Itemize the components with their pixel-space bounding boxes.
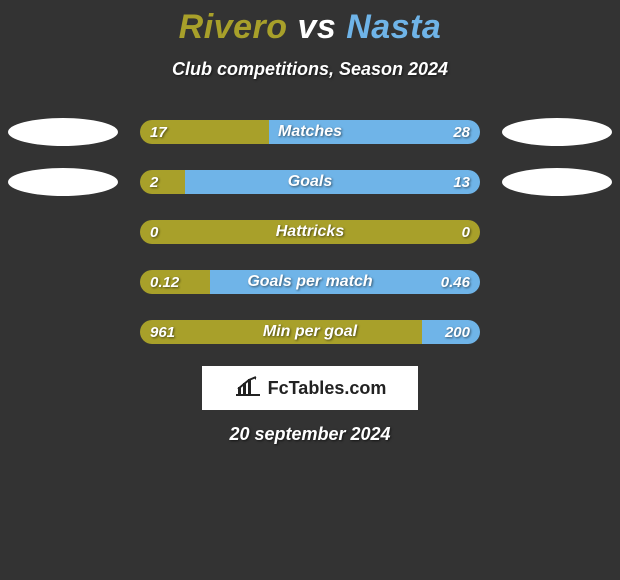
player1-marker xyxy=(8,168,118,196)
player2-marker xyxy=(502,168,612,196)
title-vs: vs xyxy=(297,8,336,46)
player1-marker xyxy=(8,118,118,146)
logo-box: FcTables.com xyxy=(202,366,418,410)
player2-name: Nasta xyxy=(346,8,441,46)
stat-bar: Matches1728 xyxy=(140,120,480,144)
player1-name: Rivero xyxy=(179,8,288,46)
stat-row: Matches1728 xyxy=(0,118,620,146)
stat-bar: Goals per match0.120.46 xyxy=(140,270,480,294)
date: 20 september 2024 xyxy=(0,424,620,445)
bar-right-segment xyxy=(210,270,480,294)
stat-bar: Min per goal961200 xyxy=(140,320,480,344)
bar-left-segment xyxy=(140,220,480,244)
title: Rivero vs Nasta xyxy=(0,8,620,47)
bar-left-segment xyxy=(140,120,269,144)
barchart-icon xyxy=(234,375,262,402)
stat-bar: Goals213 xyxy=(140,170,480,194)
bar-left-segment xyxy=(140,170,185,194)
bar-right-segment xyxy=(185,170,480,194)
stat-row: Goals per match0.120.46 xyxy=(0,268,620,296)
bar-right-segment xyxy=(269,120,480,144)
bar-left-segment xyxy=(140,320,422,344)
bar-right-segment xyxy=(422,320,480,344)
stat-row: Goals213 xyxy=(0,168,620,196)
stat-row: Min per goal961200 xyxy=(0,318,620,346)
stat-row: Hattricks00 xyxy=(0,218,620,246)
subtitle: Club competitions, Season 2024 xyxy=(0,59,620,80)
player2-marker xyxy=(502,118,612,146)
bar-left-segment xyxy=(140,270,210,294)
stats-rows: Matches1728 Goals213 Hattricks00 Goals per … xyxy=(0,118,620,346)
logo-text: FcTables.com xyxy=(268,378,387,399)
comparison-card: Rivero vs Nasta Club competitions, Seaso… xyxy=(0,0,620,445)
stat-bar: Hattricks00 xyxy=(140,220,480,244)
